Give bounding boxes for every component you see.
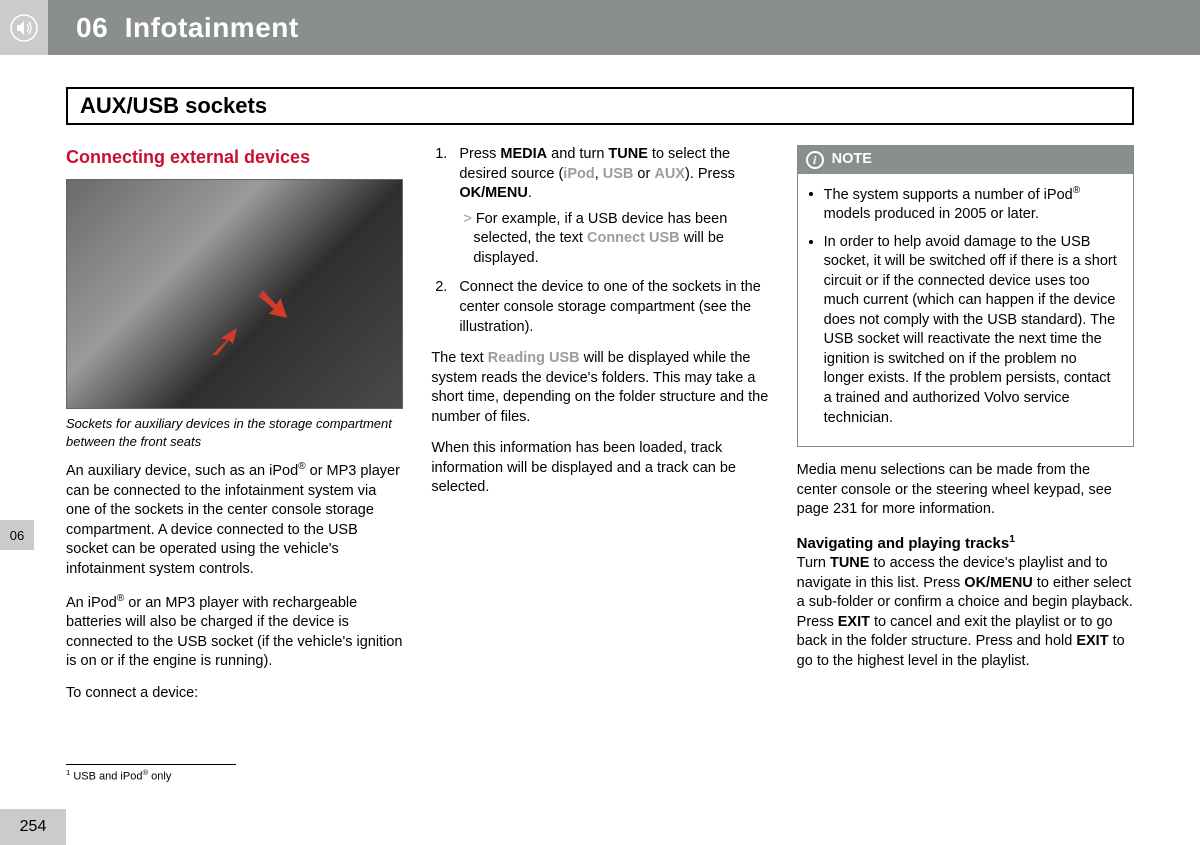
arrow-icon [207,320,247,360]
chapter-header: 06 Infotainment [0,0,1200,55]
section-title-bar: AUX/USB sockets [66,87,1134,125]
sub-heading: Navigating and playing tracks1 [797,532,1134,554]
figure-caption: Sockets for auxiliary devices in the sto… [66,415,403,450]
note-item: In order to help avoid damage to the USB… [824,233,1119,429]
speaker-icon [9,13,39,43]
body-paragraph: An auxiliary device, such as an iPod® or… [66,460,403,579]
side-tab: 06 [0,520,34,550]
footnote: 1 USB and iPod® only [66,764,236,783]
chapter-number: 06 [76,12,108,43]
numbered-steps: Press MEDIA and turn TUNE to select the … [431,145,768,337]
note-label: NOTE [832,150,872,170]
body-paragraph: When this information has been loaded, t… [431,439,768,498]
note-box: i NOTE The system supports a number of i… [797,145,1134,447]
info-icon: i [806,151,824,169]
body-paragraph: The text Reading USB will be displayed w… [431,349,768,427]
body-paragraph: To connect a device: [66,684,403,704]
content-columns: Connecting external devices Sockets for … [0,125,1200,715]
header-icon-box [0,0,48,55]
column-2: Press MEDIA and turn TUNE to select the … [431,145,768,715]
body-paragraph: An iPod® or an MP3 player with rechargea… [66,592,403,672]
page-number: 254 [0,809,66,845]
note-list: The system supports a number of iPod® mo… [798,174,1133,447]
note-header: i NOTE [798,146,1133,174]
body-paragraph: Media menu selections can be made from t… [797,461,1134,520]
column-3: i NOTE The system supports a number of i… [797,145,1134,715]
figure-image [66,179,403,409]
step-item: Connect the device to one of the sockets… [451,278,768,337]
arrow-icon [252,285,296,329]
section-heading: Connecting external devices [66,145,403,169]
sub-step: For example, if a USB device has been se… [459,210,768,269]
chapter-name: Infotainment [125,12,299,43]
step-item: Press MEDIA and turn TUNE to select the … [451,145,768,268]
chapter-title: 06 Infotainment [48,12,299,44]
body-paragraph: Turn TUNE to access the device's playlis… [797,554,1134,671]
column-1: Connecting external devices Sockets for … [66,145,403,715]
note-item: The system supports a number of iPod® mo… [824,184,1119,225]
